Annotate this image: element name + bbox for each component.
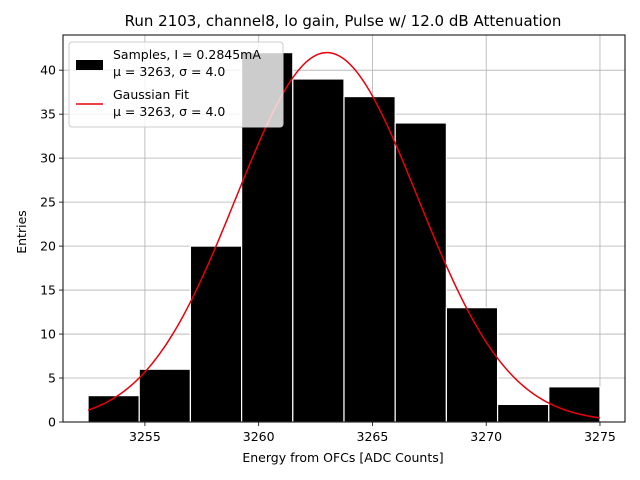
x-tick-label: 3275	[584, 429, 616, 444]
y-tick-label: 0	[48, 415, 56, 430]
x-tick-label: 3260	[243, 429, 275, 444]
legend-fit-label: Gaussian Fit	[113, 87, 189, 102]
histogram-bar	[394, 122, 447, 423]
legend-box	[68, 41, 284, 128]
histogram-bar	[87, 395, 140, 423]
histogram-bar	[138, 368, 192, 423]
y-tick-label: 20	[40, 239, 56, 254]
legend-fit-stats: μ = 3263, σ = 4.0	[113, 104, 225, 119]
legend-histogram-stats: μ = 3263, σ = 4.0	[113, 64, 225, 79]
histogram-bar	[445, 307, 499, 423]
y-tick-label: 25	[40, 195, 56, 210]
x-axis-label: Energy from OFCs [ADC Counts]	[242, 450, 443, 465]
legend-histogram-swatch	[76, 60, 103, 70]
y-tick-label: 35	[40, 107, 56, 122]
x-tick-label: 3265	[357, 429, 389, 444]
chart-title: Run 2103, channel8, lo gain, Pulse w/ 12…	[125, 12, 562, 30]
gaussian-fit-line	[87, 51, 601, 419]
histogram-bar	[189, 245, 243, 423]
x-tick-label: 3270	[470, 429, 502, 444]
y-axis-label: Entries	[14, 210, 29, 254]
axes-frame	[62, 34, 626, 423]
y-tick-label: 5	[48, 371, 56, 386]
legend: Samples, I = 0.2845mA μ = 3263, σ = 4.0 …	[68, 41, 284, 128]
y-tick-label: 10	[40, 327, 56, 342]
histogram-bar	[292, 78, 345, 423]
x-tick-label: 3255	[129, 429, 161, 444]
histogram-bar	[343, 95, 396, 423]
legend-histogram-label: Samples, I = 0.2845mA	[113, 47, 261, 62]
histogram-bar	[496, 403, 550, 423]
axis-ticks: 3255 3260 3265 3270 3275 0 5 10 15 20 25 30 35 40	[40, 63, 616, 444]
y-tick-label: 15	[40, 283, 56, 298]
y-tick-label: 30	[40, 151, 56, 166]
y-tick-label: 40	[40, 63, 56, 78]
